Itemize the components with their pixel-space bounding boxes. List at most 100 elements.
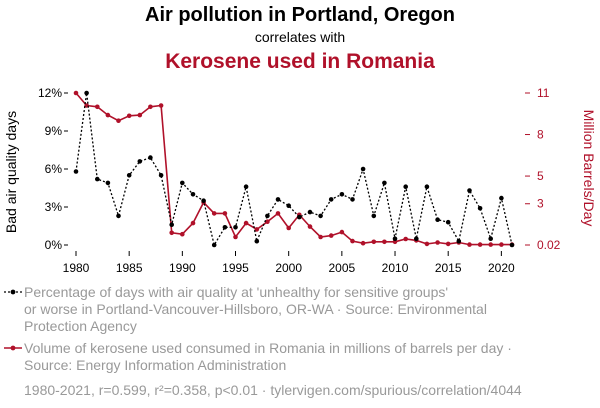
data-point (371, 213, 377, 219)
data-point (158, 103, 164, 108)
data-point (73, 90, 79, 96)
x-tick-label: 1990 (169, 261, 196, 275)
data-point (467, 242, 472, 247)
data-point (328, 233, 334, 238)
data-point (318, 234, 323, 240)
series-air-quality (73, 90, 515, 248)
data-point (137, 112, 143, 118)
legend-kerosene-line2: Source: Energy Information Administratio… (24, 357, 286, 373)
data-point (233, 234, 238, 240)
data-point (222, 211, 228, 216)
chart-title: Air pollution in Portland, Oregon (145, 4, 455, 26)
data-point (180, 180, 185, 186)
data-point (414, 236, 419, 241)
left-tick-label: 12% (38, 86, 62, 100)
data-point (435, 240, 440, 245)
data-point (360, 166, 366, 172)
legend-air-quality-line2: or worse in Portland-Vancouver-Hillsboro… (24, 301, 487, 317)
right-tick-label: 11 (537, 86, 550, 100)
data-point (233, 225, 238, 230)
x-tick-label: 2000 (275, 261, 302, 275)
x-axis-ticks: 1980 1985 1990 1995 2000 2005 2010 2015 2020 (63, 251, 515, 275)
data-point (265, 213, 270, 219)
data-point (105, 112, 111, 118)
legend-air-quality-line1: Percentage of days with air quality at '… (24, 284, 448, 300)
data-point (201, 198, 206, 203)
data-point (499, 195, 504, 201)
data-point (95, 176, 100, 182)
x-tick-label: 2010 (382, 261, 409, 275)
data-point (180, 231, 185, 237)
legend-air-quality-line3: Protection Agency (24, 318, 137, 334)
data-point (456, 238, 462, 244)
left-tick-label: 6% (45, 162, 63, 176)
data-point (286, 203, 292, 208)
right-tick-label: 3 (537, 197, 544, 211)
chart-subtitle: correlates with (255, 29, 345, 45)
data-point (275, 211, 281, 216)
x-tick-label: 1985 (116, 261, 143, 275)
data-point (243, 184, 249, 189)
data-point (403, 236, 409, 242)
data-point (116, 118, 121, 123)
data-point (116, 213, 121, 219)
data-point (509, 242, 515, 248)
data-point (371, 239, 377, 245)
data-point (211, 211, 217, 216)
legend-marker-kerosene (10, 345, 16, 351)
data-point (84, 90, 89, 96)
left-axis-label: Bad air quality days (3, 111, 19, 233)
x-tick-label: 1995 (222, 261, 249, 275)
data-point (392, 236, 398, 241)
right-tick-label: 5 (537, 169, 544, 183)
right-axis-label: Million Barrels/Day (581, 110, 597, 227)
data-point (318, 213, 323, 219)
x-tick-label: 2015 (435, 261, 462, 275)
x-tick-label: 2020 (488, 261, 515, 275)
data-point (148, 104, 153, 110)
data-point (488, 236, 494, 241)
data-point (126, 173, 132, 178)
data-point (328, 197, 334, 202)
x-tick-label: 1980 (63, 261, 90, 275)
left-axis-ticks: 0% 3% 6% 9% 12% (38, 86, 68, 252)
footer-stats: 1980-2021, r=0.599, r²=0.358, p<0.01 · t… (24, 382, 522, 398)
data-point (350, 238, 355, 244)
right-tick-label: 0.02 (537, 238, 561, 252)
data-point (477, 242, 483, 247)
data-point (254, 227, 260, 232)
legend: Percentage of days with air quality at '… (4, 284, 512, 373)
x-tick-label: 2005 (329, 261, 356, 275)
right-axis-ticks: 0.02 3 5 8 11 (525, 86, 561, 252)
legend-marker-air-quality (10, 289, 16, 295)
data-point (360, 240, 366, 246)
legend-kerosene-line1: Volume of kerosene used consumed in Roma… (24, 340, 512, 356)
data-point (222, 225, 228, 230)
data-point (467, 188, 472, 193)
series-kerosene (73, 90, 515, 247)
data-point (254, 238, 260, 244)
data-point (488, 242, 494, 247)
data-point (339, 229, 345, 235)
left-tick-label: 0% (45, 238, 63, 252)
left-tick-label: 3% (45, 200, 63, 214)
data-point (403, 184, 409, 189)
chart-second-title: Kerosene used in Romania (165, 50, 435, 73)
data-point (169, 222, 174, 227)
data-point (265, 219, 270, 224)
data-point (105, 180, 111, 186)
data-point (477, 206, 483, 211)
data-point (169, 230, 174, 236)
data-point (445, 219, 451, 225)
data-point (243, 220, 249, 226)
data-point (339, 192, 345, 197)
right-tick-label: 8 (537, 128, 544, 142)
data-point (307, 224, 313, 229)
data-point (382, 180, 387, 186)
data-point (499, 242, 504, 247)
data-point (190, 192, 196, 197)
data-point (424, 184, 430, 189)
left-tick-label: 9% (45, 124, 63, 138)
data-point (382, 239, 387, 245)
